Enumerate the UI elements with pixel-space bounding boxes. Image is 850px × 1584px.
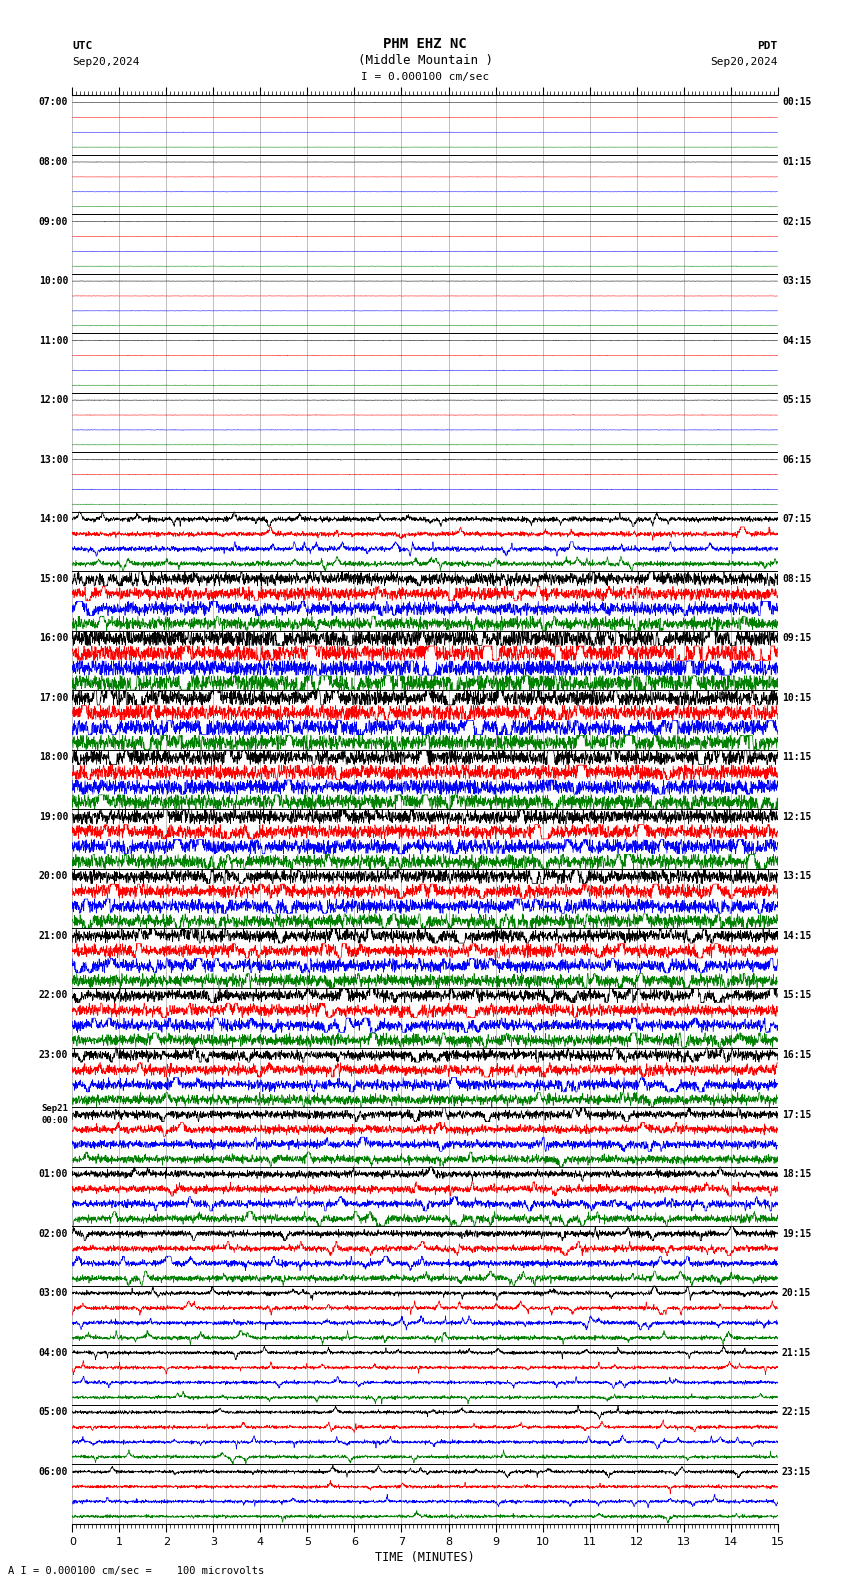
Text: 22:15: 22:15 — [782, 1407, 812, 1418]
Text: PDT: PDT — [757, 41, 778, 51]
Text: 23:00: 23:00 — [38, 1050, 68, 1060]
Text: 16:00: 16:00 — [38, 634, 68, 643]
Text: 10:00: 10:00 — [38, 276, 68, 287]
Text: 00:00: 00:00 — [41, 1117, 68, 1125]
Text: 09:00: 09:00 — [38, 217, 68, 227]
Text: 19:15: 19:15 — [782, 1229, 812, 1239]
Text: PHM EHZ NC: PHM EHZ NC — [383, 36, 467, 51]
Text: 12:00: 12:00 — [38, 394, 68, 406]
Text: 02:15: 02:15 — [782, 217, 812, 227]
Text: 08:15: 08:15 — [782, 573, 812, 584]
Text: (Middle Mountain ): (Middle Mountain ) — [358, 54, 492, 67]
Text: 08:00: 08:00 — [38, 157, 68, 166]
Text: 11:15: 11:15 — [782, 752, 812, 762]
Text: 05:00: 05:00 — [38, 1407, 68, 1418]
Text: 12:15: 12:15 — [782, 813, 812, 822]
Text: A I = 0.000100 cm/sec =    100 microvolts: A I = 0.000100 cm/sec = 100 microvolts — [8, 1567, 264, 1576]
Text: 10:15: 10:15 — [782, 692, 812, 703]
Text: 18:15: 18:15 — [782, 1169, 812, 1178]
Text: 13:15: 13:15 — [782, 871, 812, 881]
Text: 05:15: 05:15 — [782, 394, 812, 406]
Text: 01:15: 01:15 — [782, 157, 812, 166]
Text: Sep20,2024: Sep20,2024 — [72, 57, 139, 67]
Text: 03:00: 03:00 — [38, 1288, 68, 1299]
Text: 06:00: 06:00 — [38, 1467, 68, 1476]
Text: 06:15: 06:15 — [782, 455, 812, 464]
Text: I = 0.000100 cm/sec: I = 0.000100 cm/sec — [361, 73, 489, 82]
Text: 19:00: 19:00 — [38, 813, 68, 822]
Text: 13:00: 13:00 — [38, 455, 68, 464]
Text: 01:00: 01:00 — [38, 1169, 68, 1178]
Text: 21:00: 21:00 — [38, 931, 68, 941]
Text: 04:15: 04:15 — [782, 336, 812, 345]
Text: 07:15: 07:15 — [782, 515, 812, 524]
Text: 11:00: 11:00 — [38, 336, 68, 345]
Text: 14:00: 14:00 — [38, 515, 68, 524]
Text: 20:15: 20:15 — [782, 1288, 812, 1299]
Text: 15:00: 15:00 — [38, 573, 68, 584]
Text: 17:00: 17:00 — [38, 692, 68, 703]
Text: 20:00: 20:00 — [38, 871, 68, 881]
X-axis label: TIME (MINUTES): TIME (MINUTES) — [375, 1551, 475, 1563]
Text: UTC: UTC — [72, 41, 93, 51]
Text: 03:15: 03:15 — [782, 276, 812, 287]
Text: 23:15: 23:15 — [782, 1467, 812, 1476]
Text: 04:00: 04:00 — [38, 1348, 68, 1357]
Text: 15:15: 15:15 — [782, 990, 812, 1001]
Text: 18:00: 18:00 — [38, 752, 68, 762]
Text: 22:00: 22:00 — [38, 990, 68, 1001]
Text: 07:00: 07:00 — [38, 98, 68, 108]
Text: Sep21: Sep21 — [41, 1104, 68, 1112]
Text: 02:00: 02:00 — [38, 1229, 68, 1239]
Text: 00:15: 00:15 — [782, 98, 812, 108]
Text: 17:15: 17:15 — [782, 1109, 812, 1120]
Text: 21:15: 21:15 — [782, 1348, 812, 1357]
Text: 14:15: 14:15 — [782, 931, 812, 941]
Text: 09:15: 09:15 — [782, 634, 812, 643]
Text: 16:15: 16:15 — [782, 1050, 812, 1060]
Text: Sep20,2024: Sep20,2024 — [711, 57, 778, 67]
